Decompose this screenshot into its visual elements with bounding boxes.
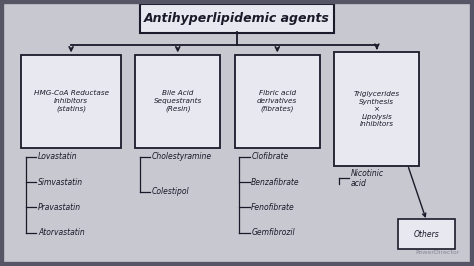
- Text: HMG-CoA Reductase
Inhibitors
(statins): HMG-CoA Reductase Inhibitors (statins): [34, 90, 109, 112]
- Text: Clofibrate: Clofibrate: [251, 152, 289, 161]
- FancyBboxPatch shape: [21, 55, 121, 148]
- FancyBboxPatch shape: [140, 4, 334, 33]
- FancyBboxPatch shape: [235, 55, 320, 148]
- Text: Triglycerides
Synthesis
×
Lipolysis
Inhibitors: Triglycerides Synthesis × Lipolysis Inhi…: [354, 91, 400, 127]
- Text: Atorvastatin: Atorvastatin: [38, 228, 85, 237]
- Text: Simvastatin: Simvastatin: [38, 178, 83, 187]
- Text: Fibric acid
derivatives
(fibrates): Fibric acid derivatives (fibrates): [257, 90, 297, 112]
- Text: Fenofibrate: Fenofibrate: [251, 203, 295, 212]
- Text: Benzafibrate: Benzafibrate: [251, 178, 300, 187]
- Text: Bile Acid
Sequestrants
(Resin): Bile Acid Sequestrants (Resin): [154, 90, 202, 112]
- Text: Others: Others: [414, 230, 439, 239]
- Text: Cholestyramine: Cholestyramine: [152, 152, 212, 161]
- Text: Antihyperlipidemic agents: Antihyperlipidemic agents: [144, 12, 330, 25]
- Text: PowerDirector: PowerDirector: [415, 250, 460, 255]
- Text: Nicotinic
acid: Nicotinic acid: [351, 169, 384, 188]
- Text: Colestipol: Colestipol: [152, 187, 189, 196]
- Text: Lovastatin: Lovastatin: [38, 152, 78, 161]
- FancyBboxPatch shape: [334, 52, 419, 166]
- FancyBboxPatch shape: [135, 55, 220, 148]
- FancyBboxPatch shape: [398, 219, 455, 249]
- Text: Gemfibrozil: Gemfibrozil: [251, 228, 295, 237]
- Text: Pravastatin: Pravastatin: [38, 203, 81, 212]
